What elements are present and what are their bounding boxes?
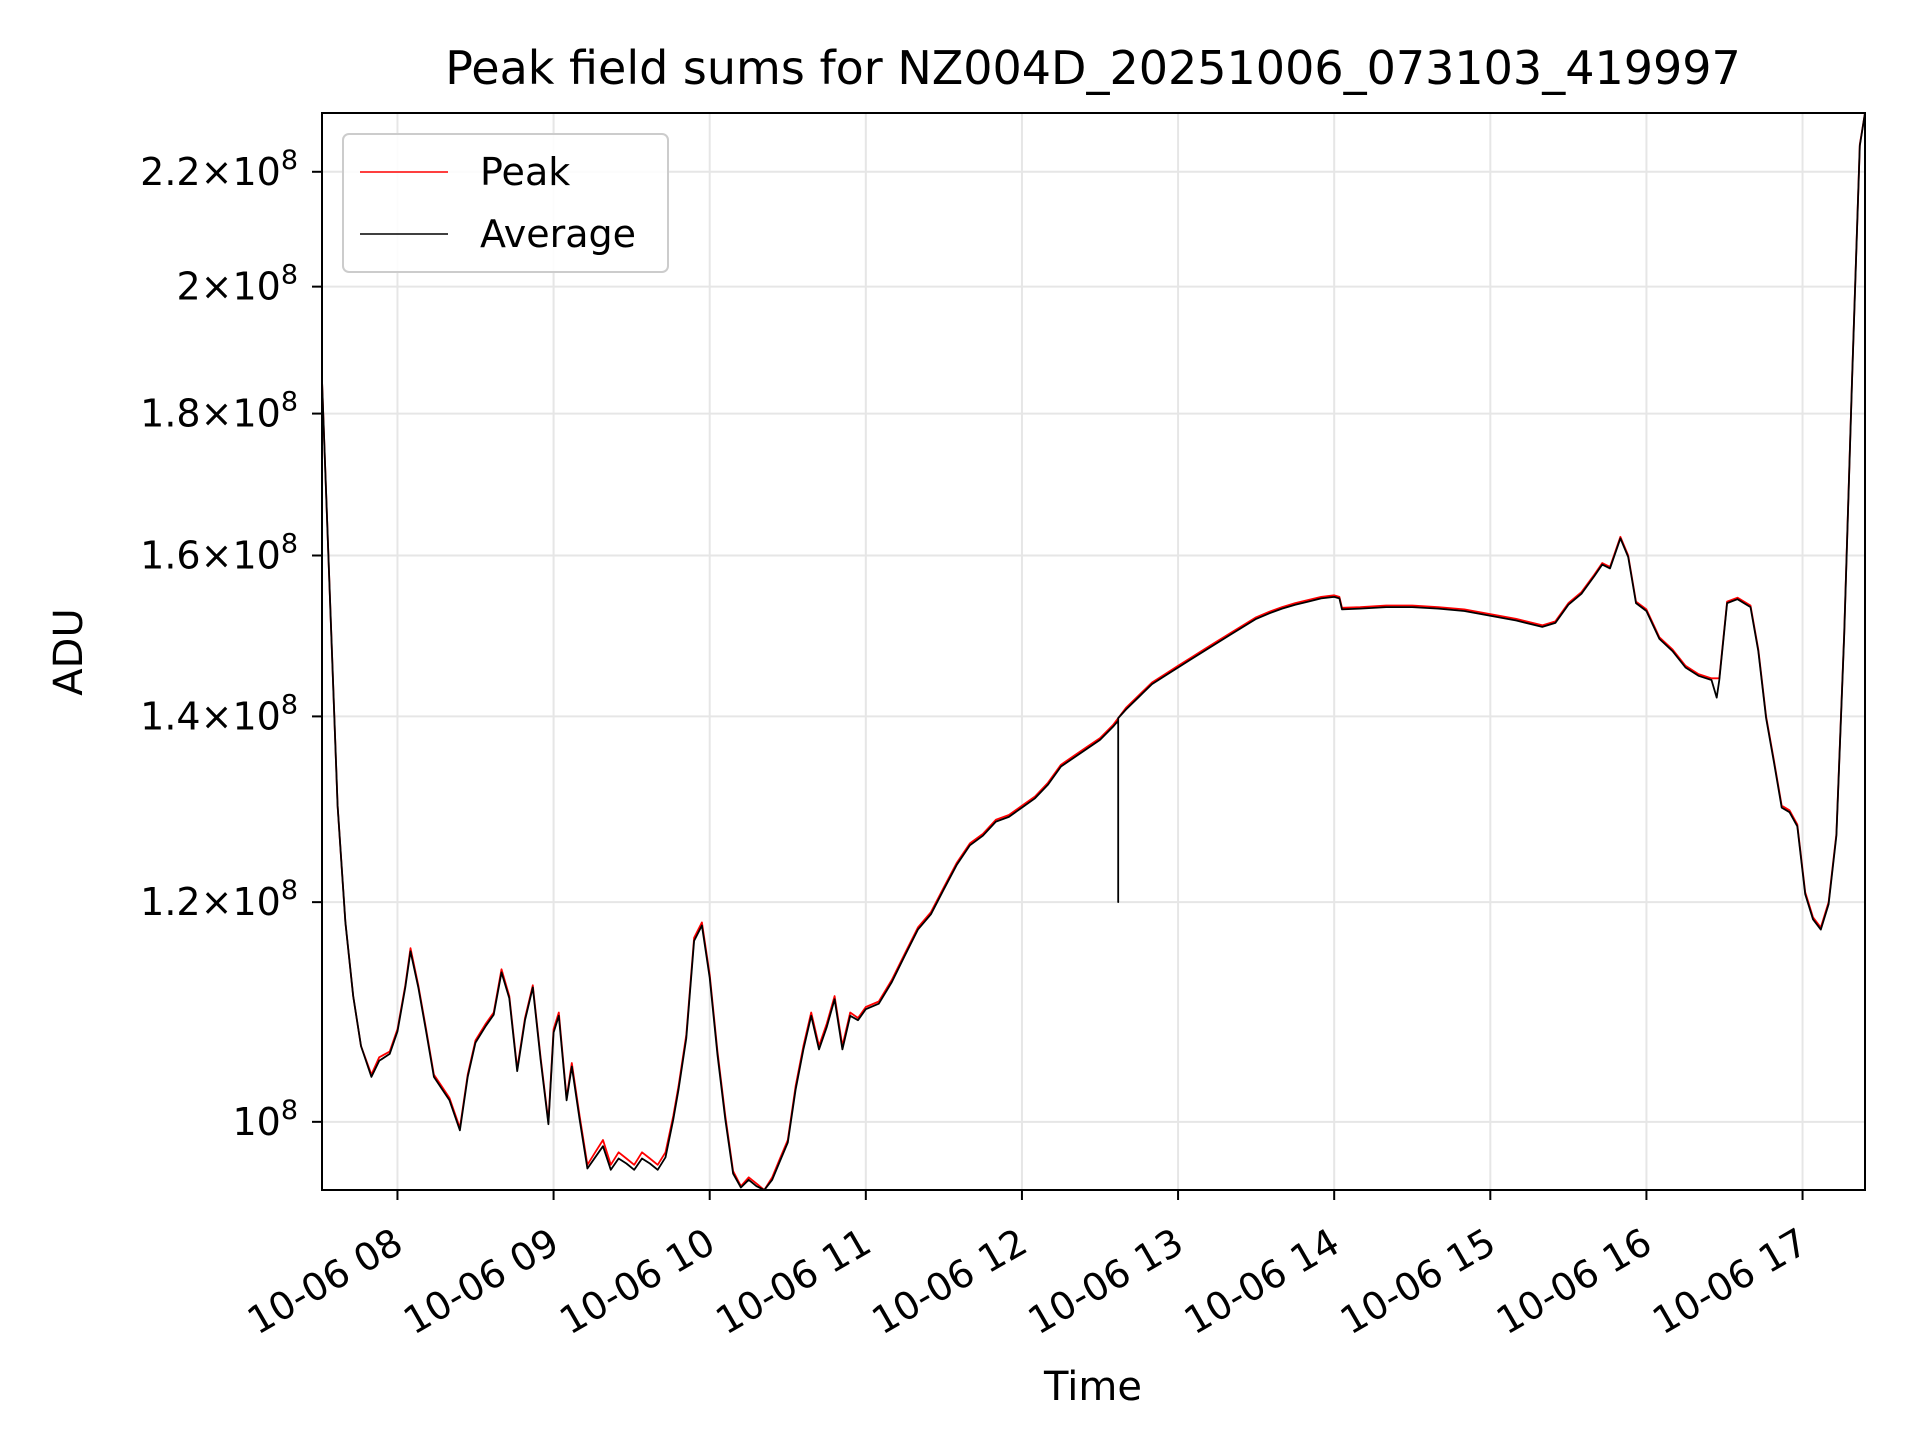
y-tick-label: 1.4×108 <box>140 689 298 738</box>
y-axis: 108 1.2×108 1.4×108 1.6×108 1.8×108 2×108 2.2×… <box>140 145 322 1144</box>
grid <box>322 113 1865 1190</box>
x-axis-label: Time <box>1043 1364 1142 1410</box>
legend-label-average: Average <box>480 212 636 256</box>
y-tick-label: 1.6×108 <box>140 529 298 578</box>
y-tick-label: 1.2×108 <box>140 875 298 924</box>
y-tick-label: 2.2×108 <box>140 145 298 194</box>
y-axis-label: ADU <box>46 608 92 695</box>
legend-box <box>342 133 669 273</box>
plot-frame <box>321 112 1866 1191</box>
legend-label-peak: Peak <box>480 150 570 194</box>
series-line-average <box>322 113 1865 1190</box>
series-lines <box>322 113 1865 1190</box>
y-tick-label: 1.8×108 <box>140 387 298 436</box>
chart-title: Peak field sums for NZ004D_20251006_0731… <box>445 41 1741 95</box>
y-tick-label: 2×108 <box>176 260 298 309</box>
y-tick-label: 108 <box>232 1095 298 1144</box>
legend: Peak Average <box>342 133 669 273</box>
